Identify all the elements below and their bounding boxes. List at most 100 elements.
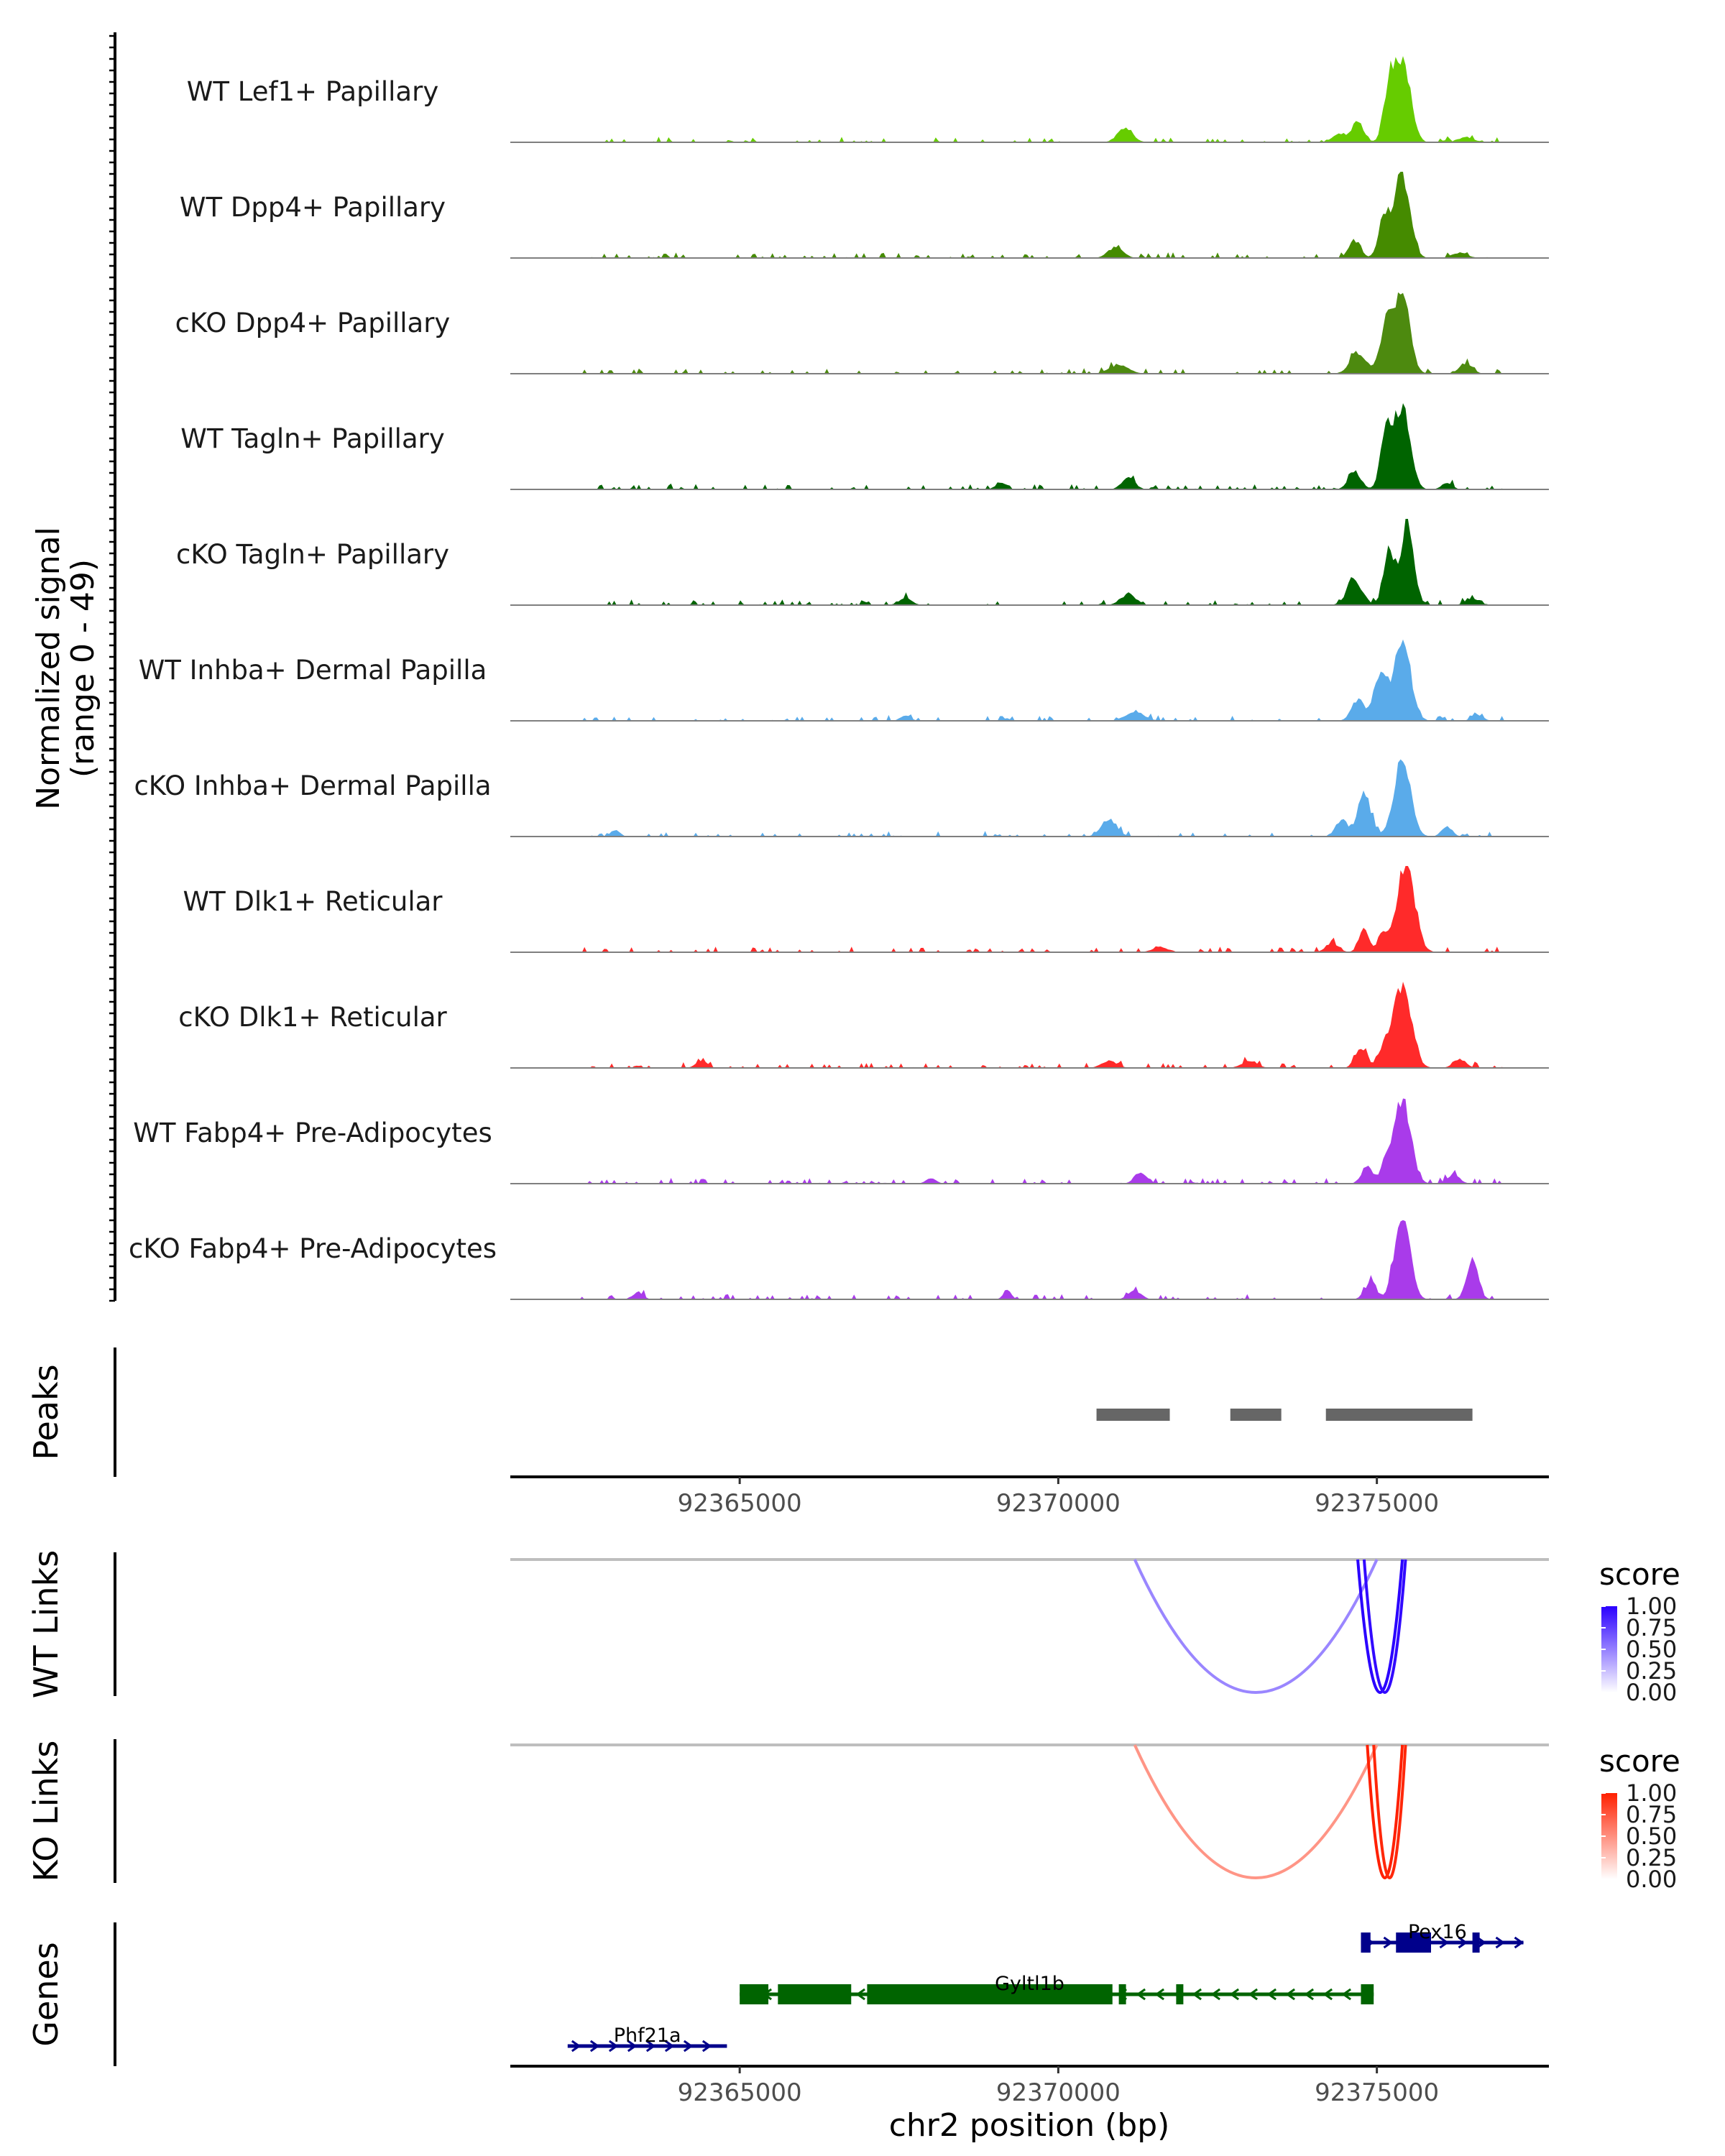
coverage-track-1: WT Lef1+ Papillary: [187, 56, 1549, 143]
coverage-signal-1: [510, 56, 1549, 142]
strand-chevron: [1341, 1988, 1352, 2001]
peak-region-2: [1230, 1409, 1282, 1421]
coverage-signal-9: [510, 982, 1549, 1068]
strand-chevron: [1304, 1988, 1315, 2001]
legend-tick-label: 0.00: [1626, 1679, 1677, 1706]
strand-chevron: [1285, 1988, 1296, 2001]
coverage-track-label: WT Dlk1+ Reticular: [183, 886, 443, 917]
strand-chevron: [1458, 1936, 1468, 1949]
peaks-label: Peaks: [27, 1364, 65, 1460]
coverage-track-label: WT Fabp4+ Pre-Adipocytes: [133, 1118, 492, 1148]
genes-label: Genes: [27, 1942, 65, 2046]
x-tick-label: 92375000: [1315, 2078, 1439, 2107]
strand-chevron: [1229, 1988, 1240, 2001]
gene-exon: [1472, 1932, 1480, 1953]
strand-chevron: [1210, 1988, 1221, 2001]
strand-chevron: [1495, 1936, 1506, 1949]
gene-exon: [867, 1984, 1113, 2004]
legend-tick-label: 0.25: [1626, 1657, 1677, 1685]
coverage-track-8: WT Dlk1+ Reticular: [183, 866, 1549, 953]
strand-chevron: [855, 1988, 866, 2001]
x-tick-label: 92370000: [996, 1489, 1121, 1518]
strand-chevron: [1383, 1936, 1394, 1949]
coverage-signal-10: [510, 1098, 1549, 1184]
gene-label: Gyltl1b: [995, 1973, 1064, 1995]
strand-chevron: [1266, 1988, 1277, 2001]
coverage-track-11: cKO Fabp4+ Pre-Adipocytes: [129, 1220, 1549, 1300]
coverage-y-label-line1: Normalized signal: [30, 527, 67, 810]
gene-exon: [740, 1984, 769, 2004]
coverage-signal-5: [510, 519, 1549, 605]
coverage-y-label-line2: (range 0 - 49): [65, 559, 101, 778]
coverage-signal-7: [510, 759, 1549, 837]
peaks-regions: [1096, 1409, 1473, 1421]
strand-chevron: [1136, 1988, 1146, 2001]
coverage-track-4: WT Tagln+ Papillary: [180, 403, 1549, 490]
gene-exon: [1118, 1984, 1126, 2004]
coverage-track-10: WT Fabp4+ Pre-Adipocytes: [133, 1098, 1549, 1184]
x-tick-label: 92375000: [1315, 1489, 1439, 1518]
coverage-track-label: cKO Dlk1+ Reticular: [178, 1002, 447, 1033]
legend-title: score: [1599, 1743, 1680, 1779]
x-tick-label: 92370000: [996, 2078, 1121, 2107]
coverage-track-label: WT Inhba+ Dermal Papilla: [139, 655, 487, 686]
peak-region-1: [1096, 1409, 1170, 1421]
coverage-track-9: cKO Dlk1+ Reticular: [178, 982, 1549, 1069]
coverage-track-label: WT Tagln+ Papillary: [180, 423, 445, 454]
strand-chevron: [1192, 1988, 1202, 2001]
x-axis-title: chr2 position (bp): [889, 2107, 1170, 2144]
coverage-track-5: cKO Tagln+ Papillary: [176, 519, 1549, 606]
links-label: KO Links: [27, 1741, 65, 1882]
strand-chevron: [1476, 1936, 1487, 1949]
legend-tick-label: 0.25: [1626, 1844, 1677, 1871]
coverage-signal-2: [510, 172, 1549, 258]
strand-chevron: [645, 2040, 656, 2053]
strand-chevron: [664, 2040, 675, 2053]
coverage-track-7: cKO Inhba+ Dermal Papilla: [134, 759, 1549, 837]
strand-chevron: [1514, 1936, 1524, 1949]
x-tick-label: 92365000: [678, 1489, 802, 1518]
coverage-panel: Normalized signal (range 0 - 49) WT Lef1…: [30, 32, 1549, 1302]
peaks-x-ticks: 92365000 92370000 92375000: [678, 1477, 1439, 1518]
gene-exon: [1361, 1932, 1371, 1953]
coverage-track-label: cKO Inhba+ Dermal Papilla: [134, 770, 491, 801]
strand-chevron: [1439, 1936, 1450, 1949]
genes-x-ticks: 92365000 92370000 92375000: [678, 2066, 1439, 2107]
legend-tick-label: 0.75: [1626, 1614, 1677, 1641]
legend-tick-label: 1.00: [1626, 1593, 1677, 1620]
x-tick-label: 92365000: [678, 2078, 802, 2107]
coverage-track-label: cKO Fabp4+ Pre-Adipocytes: [129, 1233, 497, 1264]
strand-chevron: [627, 2040, 638, 2053]
strand-chevron: [683, 2040, 694, 2053]
gene-exon: [1176, 1984, 1184, 2004]
strand-chevron: [571, 2040, 581, 2053]
coverage-track-label: WT Dpp4+ Papillary: [180, 192, 446, 223]
gene-label: Phf21a: [614, 2024, 681, 2047]
legend-tick-label: 0.00: [1626, 1866, 1677, 1893]
coverage-track-6: WT Inhba+ Dermal Papilla: [139, 639, 1549, 722]
coverage-track-label: WT Lef1+ Papillary: [187, 76, 438, 107]
strand-chevron: [608, 2040, 619, 2053]
gene-exon: [1396, 1932, 1431, 1953]
peak-region-3: [1325, 1409, 1473, 1421]
gene-Phf21a: Phf21a: [567, 2024, 727, 2053]
coverage-y-ticks: [109, 34, 115, 1302]
coverage-signal-11: [510, 1220, 1549, 1299]
coverage-tracks: WT Lef1+ Papillary WT Dpp4+ Papillary cKO …: [129, 56, 1549, 1300]
strand-chevron: [702, 2040, 712, 2053]
link-arc-2: [1366, 1744, 1404, 1879]
strand-chevron: [1322, 1988, 1333, 2001]
gene-exon: [778, 1984, 852, 2004]
legend-tick-label: 0.75: [1626, 1801, 1677, 1828]
coverage-signal-4: [510, 403, 1549, 489]
links-label: WT Links: [27, 1550, 65, 1698]
link-arc-1: [1133, 1559, 1379, 1694]
coverage-track-label: cKO Dpp4+ Papillary: [175, 308, 451, 338]
gene-Pex16: Pex16: [1361, 1921, 1524, 1953]
link-arc-3: [1372, 1744, 1407, 1879]
strand-chevron: [1248, 1988, 1259, 2001]
gene-models: Pex16 Gyltl1b Phf21a: [567, 1921, 1524, 2053]
coverage-track-2: WT Dpp4+ Papillary: [180, 172, 1549, 259]
link-arc-3: [1362, 1559, 1407, 1694]
